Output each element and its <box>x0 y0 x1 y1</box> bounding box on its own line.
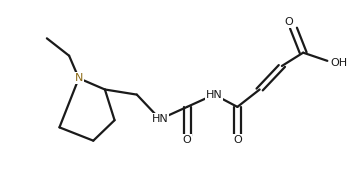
Text: N: N <box>74 73 83 83</box>
Text: O: O <box>183 135 191 145</box>
Text: HN: HN <box>206 90 223 100</box>
Text: OH: OH <box>330 58 347 68</box>
Text: HN: HN <box>152 114 168 124</box>
Text: O: O <box>233 135 242 145</box>
Text: O: O <box>284 17 293 27</box>
